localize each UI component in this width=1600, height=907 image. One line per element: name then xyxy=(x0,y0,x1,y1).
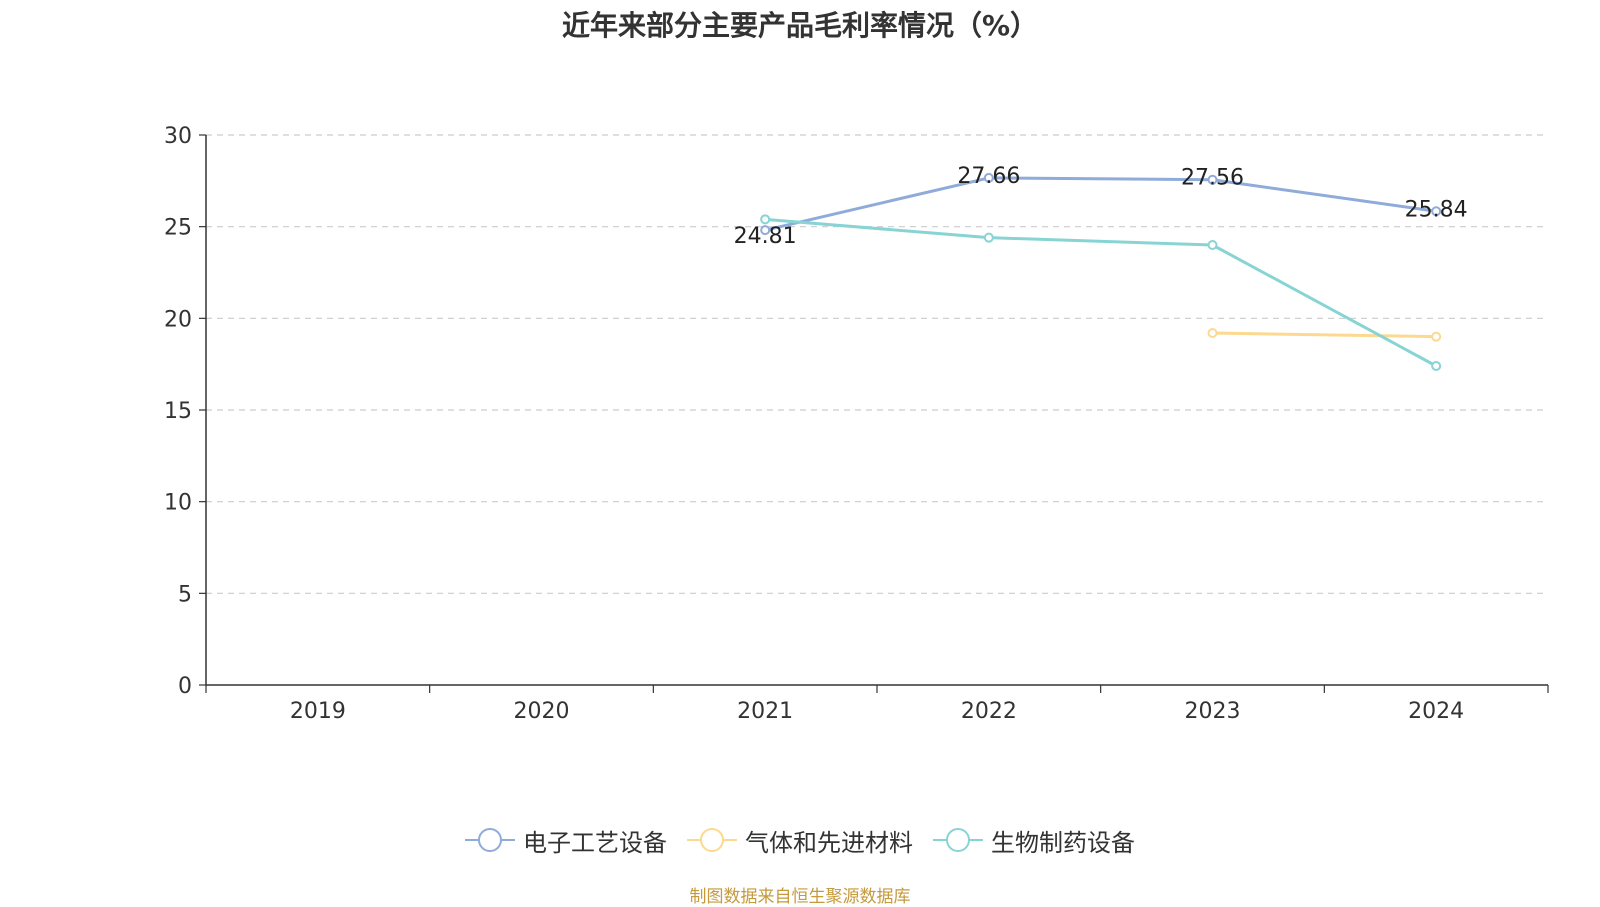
y-tick-label: 15 xyxy=(164,399,192,424)
y-tick-label: 20 xyxy=(164,307,192,332)
legend-item-biopharma[interactable]: 生物制药设备 xyxy=(933,823,1135,858)
data-point xyxy=(1431,331,1442,342)
legend-marker-icon xyxy=(933,828,983,852)
legend: 电子工艺设备 气体和先进材料 生物制药设备 xyxy=(0,820,1600,860)
legend-label: 电子工艺设备 xyxy=(523,828,667,857)
legend-item-electronic[interactable]: 电子工艺设备 xyxy=(465,823,667,858)
source-note: 制图数据来自恒生聚源数据库 xyxy=(689,887,911,907)
data-point xyxy=(760,214,771,225)
data-point xyxy=(1431,206,1442,217)
x-tick-label: 2020 xyxy=(514,699,570,724)
x-tick-label: 2021 xyxy=(737,699,793,724)
x-tick-label: 2019 xyxy=(290,699,346,724)
series-line xyxy=(764,176,1437,232)
data-point xyxy=(1431,361,1442,371)
legend-label: 气体和先进材料 xyxy=(745,828,913,857)
data-labels: 24.81 27.66 27.56 25.84 xyxy=(734,164,1468,249)
series-line xyxy=(1212,331,1437,339)
data-label: 27.66 xyxy=(957,164,1020,189)
grid-lines xyxy=(206,134,1548,594)
data-point xyxy=(983,172,994,183)
legend-marker-icon xyxy=(687,828,737,852)
data-point xyxy=(1207,240,1218,250)
x-tick-label: 2023 xyxy=(1185,699,1241,724)
y-tick-label: 30 xyxy=(164,124,192,149)
data-point xyxy=(983,232,994,243)
y-tick-label: 0 xyxy=(178,674,192,699)
x-tick-label: 2024 xyxy=(1408,699,1464,724)
legend-item-gas[interactable]: 气体和先进材料 xyxy=(687,823,913,858)
legend-label: 生物制药设备 xyxy=(991,828,1135,857)
data-label: 25.84 xyxy=(1405,197,1468,222)
data-label: 24.81 xyxy=(734,224,797,249)
data-point xyxy=(1207,328,1218,338)
axes: 0 5 10 15 20 25 30 2019 2020 2021 2022 2023 2024 xyxy=(164,124,1549,724)
y-tick-label: 5 xyxy=(178,582,192,607)
data-point xyxy=(1207,174,1218,185)
y-tick-label: 25 xyxy=(164,216,192,241)
chart-title: 近年来部分主要产品毛利率情况（%） xyxy=(561,9,1039,42)
series-line xyxy=(765,217,1437,368)
data-point xyxy=(760,225,771,236)
legend-marker-icon xyxy=(465,828,515,852)
y-tick-label: 10 xyxy=(164,491,192,516)
x-tick-label: 2022 xyxy=(961,699,1017,724)
series-layer xyxy=(760,172,1442,371)
data-label: 27.56 xyxy=(1181,166,1244,191)
